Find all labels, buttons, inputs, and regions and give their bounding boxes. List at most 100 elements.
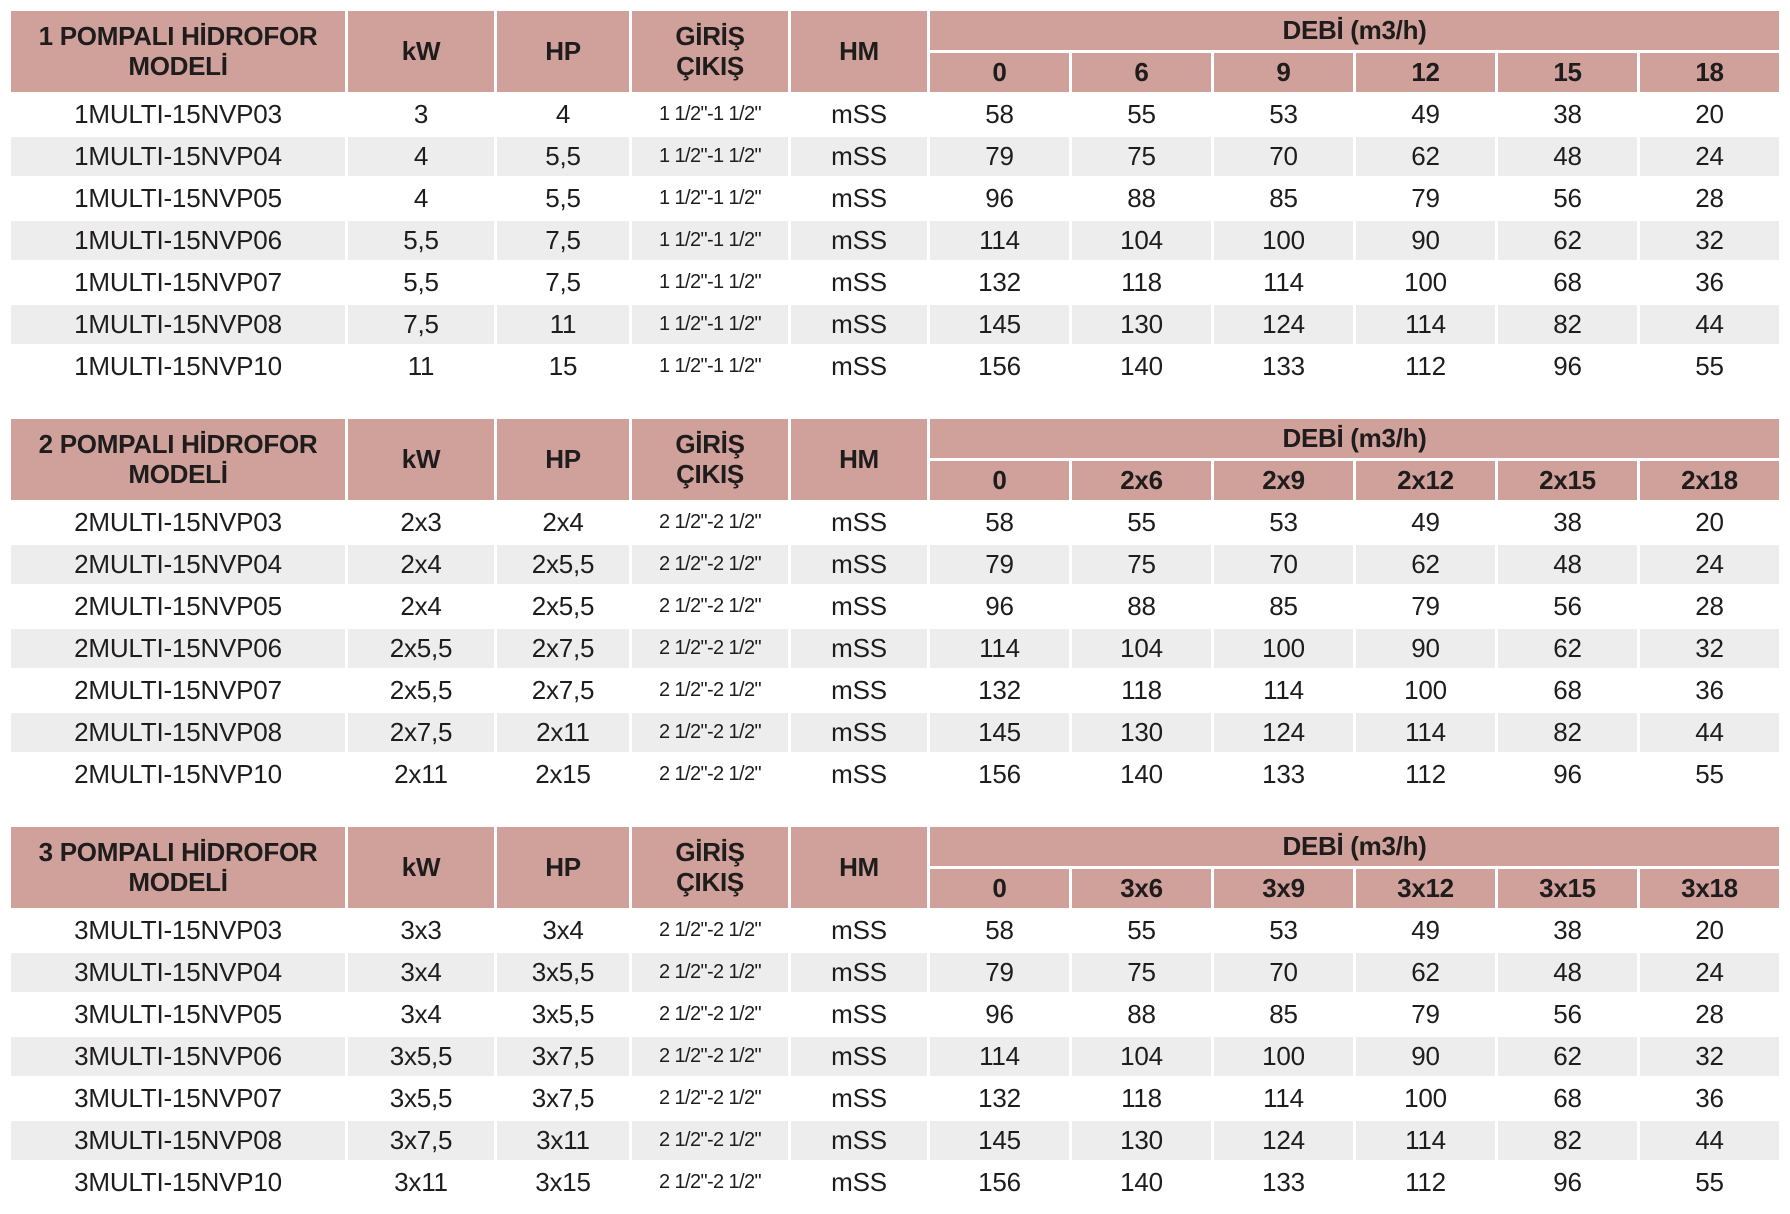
- hm-cell: mSS: [791, 137, 927, 176]
- debi-cell: 156: [930, 755, 1069, 794]
- debi-cell: 20: [1640, 911, 1779, 950]
- debi-cell: 62: [1498, 1037, 1637, 1076]
- debi-col-header: 12: [1356, 53, 1495, 92]
- debi-cell: 124: [1214, 305, 1353, 344]
- debi-cell: 28: [1640, 995, 1779, 1034]
- hp-cell: 3x5,5: [497, 995, 629, 1034]
- table-row: 2MULTI-15NVP04 2x4 2x5,5 2 1/2"-2 1/2" mSS 79…: [11, 545, 1779, 584]
- debi-cell: 156: [930, 1163, 1069, 1202]
- debi-cell: 100: [1214, 1037, 1353, 1076]
- model-cell: 2MULTI-15NVP10: [11, 755, 345, 794]
- kw-cell: 3x5,5: [348, 1079, 494, 1118]
- hp-cell: 2x5,5: [497, 545, 629, 584]
- debi-cell: 24: [1640, 953, 1779, 992]
- debi-cell: 130: [1072, 305, 1211, 344]
- col-header-giris-cikis: GİRİŞ ÇIKIŞ: [632, 419, 788, 500]
- debi-col-header: 2x6: [1072, 461, 1211, 500]
- debi-col-header: 3x6: [1072, 869, 1211, 908]
- debi-cell: 24: [1640, 545, 1779, 584]
- col-header-hp: HP: [497, 419, 629, 500]
- debi-cell: 100: [1214, 221, 1353, 260]
- header-row-top: 2 POMPALI HİDROFOR MODELİ kW HP GİRİŞ ÇI…: [11, 419, 1779, 500]
- table-row: 1MULTI-15NVP03 3 4 1 1/2"-1 1/2" mSS 58 55 53 49…: [11, 95, 1779, 134]
- model-cell: 3MULTI-15NVP03: [11, 911, 345, 950]
- debi-cell: 68: [1498, 263, 1637, 302]
- debi-col-header: 3x9: [1214, 869, 1353, 908]
- hm-cell: mSS: [791, 1079, 927, 1118]
- kw-cell: 3x11: [348, 1163, 494, 1202]
- debi-cell: 48: [1498, 545, 1637, 584]
- giris-cikis-cell: 2 1/2"-2 1/2": [632, 755, 788, 794]
- kw-cell: 5,5: [348, 221, 494, 260]
- hp-cell: 2x7,5: [497, 629, 629, 668]
- debi-cell: 58: [930, 911, 1069, 950]
- debi-cell: 70: [1214, 137, 1353, 176]
- hp-cell: 2x4: [497, 503, 629, 542]
- table-row: 2MULTI-15NVP03 2x3 2x4 2 1/2"-2 1/2" mSS 58 55…: [11, 503, 1779, 542]
- hm-cell: mSS: [791, 995, 927, 1034]
- debi-cell: 96: [930, 587, 1069, 626]
- model-cell: 3MULTI-15NVP04: [11, 953, 345, 992]
- debi-cell: 96: [1498, 1163, 1637, 1202]
- debi-cell: 62: [1356, 137, 1495, 176]
- debi-cell: 62: [1498, 629, 1637, 668]
- kw-cell: 7,5: [348, 305, 494, 344]
- giris-cikis-cell: 2 1/2"-2 1/2": [632, 1121, 788, 1160]
- hp-cell: 3x15: [497, 1163, 629, 1202]
- debi-cell: 75: [1072, 137, 1211, 176]
- hp-cell: 7,5: [497, 263, 629, 302]
- kw-cell: 11: [348, 347, 494, 386]
- debi-cell: 49: [1356, 911, 1495, 950]
- debi-cell: 133: [1214, 347, 1353, 386]
- col-header-hp: HP: [497, 11, 629, 92]
- debi-cell: 79: [1356, 995, 1495, 1034]
- debi-cell: 118: [1072, 1079, 1211, 1118]
- debi-cell: 68: [1498, 1079, 1637, 1118]
- debi-cell: 55: [1640, 755, 1779, 794]
- giris-cikis-cell: 2 1/2"-2 1/2": [632, 995, 788, 1034]
- kw-cell: 3x3: [348, 911, 494, 950]
- debi-col-header: 0: [930, 53, 1069, 92]
- debi-cell: 114: [1214, 263, 1353, 302]
- debi-cell: 58: [930, 503, 1069, 542]
- debi-col-header: 0: [930, 461, 1069, 500]
- giris-cikis-cell: 2 1/2"-2 1/2": [632, 503, 788, 542]
- table-row: 1MULTI-15NVP08 7,5 11 1 1/2"-1 1/2" mSS 145 13…: [11, 305, 1779, 344]
- debi-cell: 38: [1498, 503, 1637, 542]
- hp-cell: 11: [497, 305, 629, 344]
- giris-cikis-cell: 2 1/2"-2 1/2": [632, 1163, 788, 1202]
- debi-cell: 36: [1640, 263, 1779, 302]
- debi-cell: 58: [930, 95, 1069, 134]
- col-header-kw: kW: [348, 11, 494, 92]
- hm-cell: mSS: [791, 179, 927, 218]
- table-row: 2MULTI-15NVP10 2x11 2x15 2 1/2"-2 1/2" mSS 15…: [11, 755, 1779, 794]
- debi-cell: 114: [930, 1037, 1069, 1076]
- hp-cell: 5,5: [497, 137, 629, 176]
- giris-cikis-cell: 2 1/2"-2 1/2": [632, 545, 788, 584]
- giris-cikis-cell: 1 1/2"-1 1/2": [632, 221, 788, 260]
- debi-cell: 100: [1214, 629, 1353, 668]
- table-row: 1MULTI-15NVP04 4 5,5 1 1/2"-1 1/2" mSS 79 75 70…: [11, 137, 1779, 176]
- giris-cikis-cell: 1 1/2"-1 1/2": [632, 137, 788, 176]
- debi-cell: 88: [1072, 587, 1211, 626]
- debi-subheader-row: 0 3x6 3x9 3x12 3x15 3x18: [11, 869, 1779, 908]
- debi-cell: 55: [1072, 95, 1211, 134]
- model-cell: 2MULTI-15NVP06: [11, 629, 345, 668]
- table-body: 2MULTI-15NVP03 2x3 2x4 2 1/2"-2 1/2" mSS 58 55…: [11, 503, 1779, 794]
- kw-cell: 3x4: [348, 953, 494, 992]
- model-cell: 3MULTI-15NVP06: [11, 1037, 345, 1076]
- debi-cell: 20: [1640, 503, 1779, 542]
- hm-cell: mSS: [791, 263, 927, 302]
- debi-cell: 114: [930, 629, 1069, 668]
- debi-cell: 24: [1640, 137, 1779, 176]
- col-header-kw: kW: [348, 827, 494, 908]
- debi-cell: 133: [1214, 755, 1353, 794]
- debi-cell: 53: [1214, 911, 1353, 950]
- table-row: 2MULTI-15NVP06 2x5,5 2x7,5 2 1/2"-2 1/2" mSS…: [11, 629, 1779, 668]
- debi-cell: 70: [1214, 545, 1353, 584]
- debi-cell: 85: [1214, 179, 1353, 218]
- debi-cell: 90: [1356, 629, 1495, 668]
- debi-cell: 75: [1072, 545, 1211, 584]
- model-cell: 1MULTI-15NVP06: [11, 221, 345, 260]
